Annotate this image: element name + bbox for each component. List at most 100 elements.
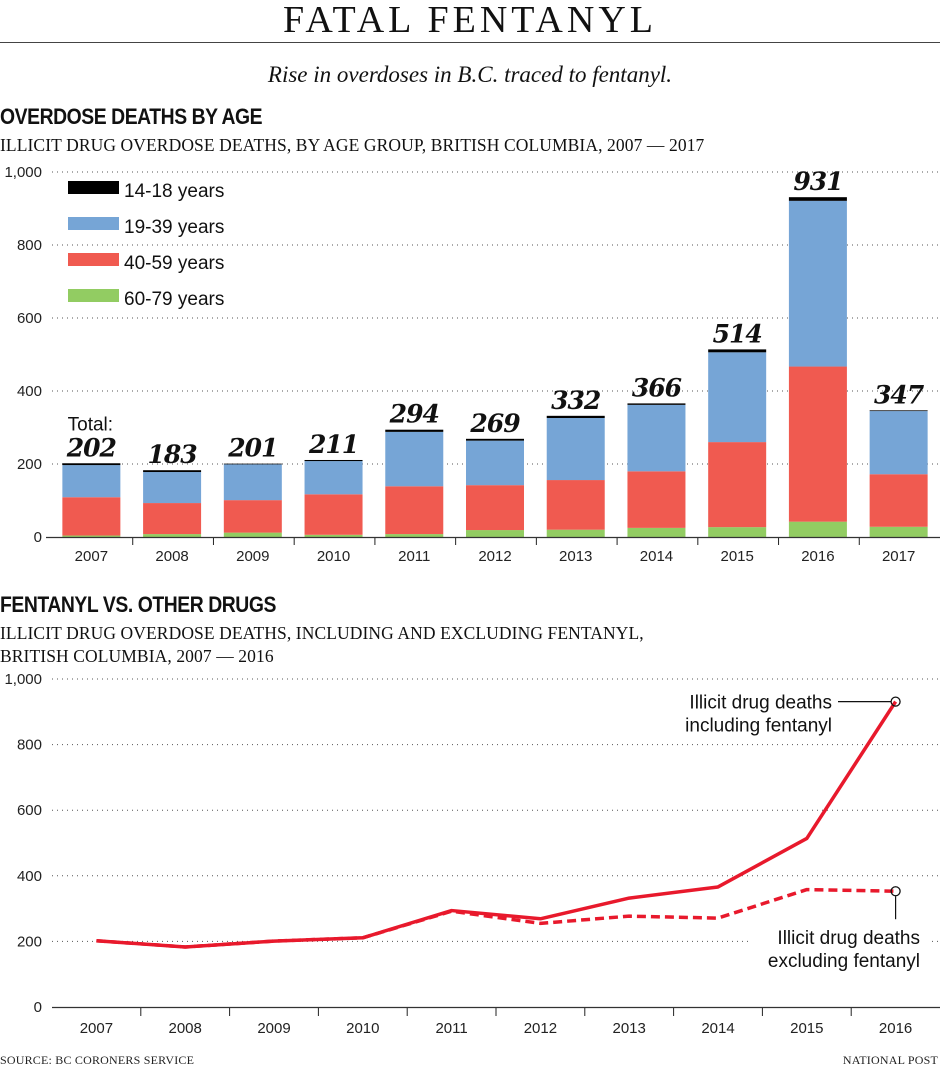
line-y-tick-label: 600: [17, 802, 42, 819]
bar-segment-40-59-years: [385, 486, 444, 535]
annotation-label: excluding fentanyl: [768, 951, 920, 972]
line-x-tick-label: 2009: [257, 1020, 290, 1037]
legend-swatch: [68, 253, 119, 266]
bar-segment-14-18-years: [466, 438, 524, 441]
bar-y-tick-label: 400: [17, 383, 42, 400]
bar-x-tick-label: 2009: [236, 548, 269, 565]
line-x-tick-label: 2011: [435, 1020, 467, 1037]
annotation-label: including fentanyl: [685, 716, 832, 737]
legend-swatch: [68, 217, 119, 230]
bar-segment-40-59-years: [466, 485, 524, 531]
bar-segment-60-79-years: [223, 532, 282, 537]
bar-segment-19-39-years: [708, 352, 767, 443]
bar-segment-40-59-years: [627, 471, 686, 528]
bar-segment-14-18-years: [223, 463, 282, 465]
line-x-tick-label: 2010: [346, 1020, 379, 1037]
bar-total-label: 347: [874, 380, 925, 409]
annotation-marker: [890, 886, 901, 897]
legend-label: 40-59 years: [124, 253, 224, 274]
main-title: FATAL FENTANYL: [283, 0, 657, 41]
bar-segment-19-39-years: [223, 464, 282, 501]
bar-total-label: 514: [713, 319, 762, 348]
bar-x-tick-label: 2015: [720, 548, 753, 565]
bar-total-label: 366: [632, 373, 682, 402]
legend-label: 19-39 years: [124, 217, 224, 238]
bar-segment-19-39-years: [385, 431, 444, 487]
line-x-tick-label: 2012: [524, 1020, 557, 1037]
bar-segment-40-59-years: [143, 503, 202, 535]
bar-total-label: 202: [66, 433, 117, 462]
bar-total-label: 211: [308, 430, 358, 459]
bar-x-tick-label: 2012: [478, 548, 511, 565]
bar-segment-40-59-years: [788, 366, 847, 522]
legend-label: 60-79 years: [124, 289, 224, 310]
annotation-label: Illicit drug deaths: [689, 693, 832, 714]
bar-segment-40-59-years: [62, 497, 121, 536]
bar-segment-14-18-years: [143, 470, 202, 473]
bar-segment-19-39-years: [627, 404, 686, 472]
bar-segment-40-59-years: [708, 442, 767, 528]
line-y-tick-label: 400: [17, 868, 42, 885]
bar-segment-19-39-years: [546, 418, 605, 481]
line-chart-subtitle-line-1: ILLICIT DRUG OVERDOSE DEATHS, INCLUDING …: [0, 623, 644, 643]
legend-label: 14-18 years: [124, 181, 224, 202]
bar-segment-14-18-years: [304, 459, 363, 462]
bar-total-label: 183: [147, 440, 197, 469]
annotation-marker: [890, 696, 901, 707]
series-line-including-fentanyl: [96, 700, 898, 949]
line-chart-title: FENTANYL VS. OTHER DRUGS: [0, 592, 276, 617]
line-x-tick-label: 2014: [701, 1020, 734, 1037]
bar-segment-14-18-years: [869, 410, 928, 412]
bar-segment-60-79-years: [788, 521, 847, 537]
bar-segment-40-59-years: [869, 474, 928, 527]
bar-y-tick-label: 200: [17, 456, 42, 473]
line-x-tick-label: 2015: [790, 1020, 823, 1037]
bar-x-tick-label: 2013: [559, 548, 592, 565]
bar-total-label: 269: [469, 409, 520, 438]
bar-y-tick-label: 1,000: [4, 164, 42, 181]
total-prefix-label: Total:: [68, 414, 113, 435]
annotation-background: [752, 925, 932, 975]
bar-total-label: 931: [793, 167, 842, 196]
line-x-tick-label: 2013: [613, 1020, 646, 1037]
bar-segment-60-79-years: [385, 534, 444, 537]
line-chart: 0 200 400 600 800 1,000 2007 2008 2009 2010 2011 20…: [4, 671, 940, 1037]
bar-x-tick-label: 2014: [640, 548, 673, 565]
line-y-tick-label: 0: [34, 999, 42, 1016]
bar-x-tick-label: 2017: [882, 548, 915, 565]
title-divider: [0, 42, 940, 43]
line-chart-subtitle-line-2: BRITISH COLUMBIA, 2007 — 2016: [0, 646, 274, 666]
bar-chart-subtitle: ILLICIT DRUG OVERDOSE DEATHS, BY AGE GRO…: [0, 135, 705, 155]
line-x-tick-label: 2007: [80, 1020, 113, 1037]
bar-x-tick-label: 2008: [155, 548, 188, 565]
bar-segment-19-39-years: [62, 465, 121, 498]
bar-total-label: 332: [551, 386, 601, 415]
bar-segment-60-79-years: [304, 534, 363, 537]
line-y-tick-label: 1,000: [4, 671, 42, 688]
bar-segment-14-18-years: [385, 429, 444, 432]
publisher-credit: NATIONAL POST: [842, 1053, 938, 1067]
bar-x-tick-label: 2011: [398, 548, 430, 565]
bar-y-tick-label: 800: [17, 237, 42, 254]
bar-segment-19-39-years: [869, 411, 928, 475]
bar-segment-14-18-years: [708, 349, 767, 353]
bar-segment-14-18-years: [62, 463, 121, 466]
bar-total-label: 294: [389, 400, 439, 429]
bar-segment-60-79-years: [143, 534, 202, 537]
line-x-tick-label: 2008: [169, 1020, 202, 1037]
bar-segment-60-79-years: [62, 535, 121, 537]
bar-x-tick-label: 2007: [75, 548, 108, 565]
bar-segment-60-79-years: [627, 527, 686, 537]
line-y-tick-label: 200: [17, 933, 42, 950]
bar-y-tick-label: 600: [17, 310, 42, 327]
bar-segment-19-39-years: [304, 461, 363, 495]
bar-chart-title: OVERDOSE DEATHS BY AGE: [0, 104, 263, 129]
bar-segment-19-39-years: [143, 472, 202, 504]
bar-segment-40-59-years: [223, 500, 282, 533]
annotation-label: Illicit drug deaths: [777, 928, 920, 949]
bar-y-tick-label: 0: [34, 529, 42, 546]
line-x-tick-label: 2016: [879, 1020, 912, 1037]
bar-segment-60-79-years: [708, 527, 767, 537]
bar-segment-14-18-years: [627, 403, 686, 405]
